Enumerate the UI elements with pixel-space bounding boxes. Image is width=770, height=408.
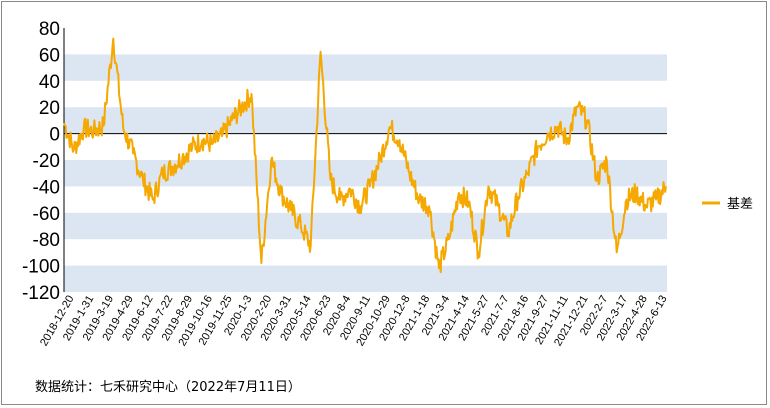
y-tick-label: -60 (33, 204, 60, 225)
grid-band (64, 54, 667, 81)
y-tick-label: 40 (39, 72, 60, 93)
grid-band (64, 265, 667, 292)
y-tick-label: -80 (33, 230, 60, 251)
grid-band (64, 212, 667, 240)
y-tick-label: -20 (33, 151, 60, 172)
y-tick-label: -120 (22, 283, 60, 304)
grid-band (64, 160, 667, 187)
y-tick-label: 0 (49, 125, 60, 146)
legend-label: 基差 (727, 196, 753, 211)
grid-band (64, 107, 667, 134)
y-tick-label: -40 (33, 177, 60, 198)
y-tick-label: 80 (39, 19, 60, 40)
source-note: 数据统计：七禾研究中心（2022年7月11日） (35, 380, 301, 395)
y-tick-label: 60 (39, 45, 60, 66)
series-line-basis (63, 37, 667, 274)
y-tick-label: -100 (22, 257, 60, 278)
y-tick-label: 20 (39, 98, 60, 119)
